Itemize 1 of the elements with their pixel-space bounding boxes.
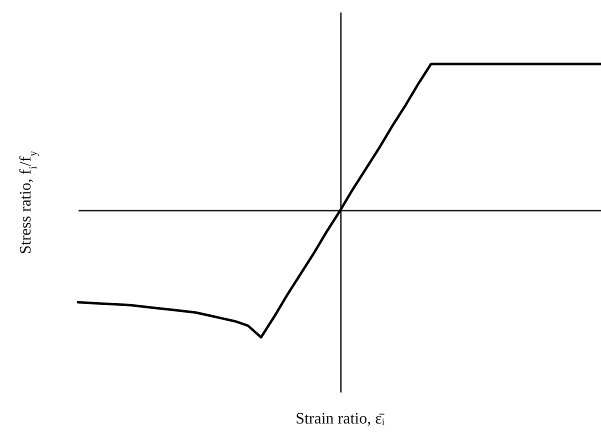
x-axis-title: Strain ratio, ε̄ᵢ	[296, 410, 385, 428]
